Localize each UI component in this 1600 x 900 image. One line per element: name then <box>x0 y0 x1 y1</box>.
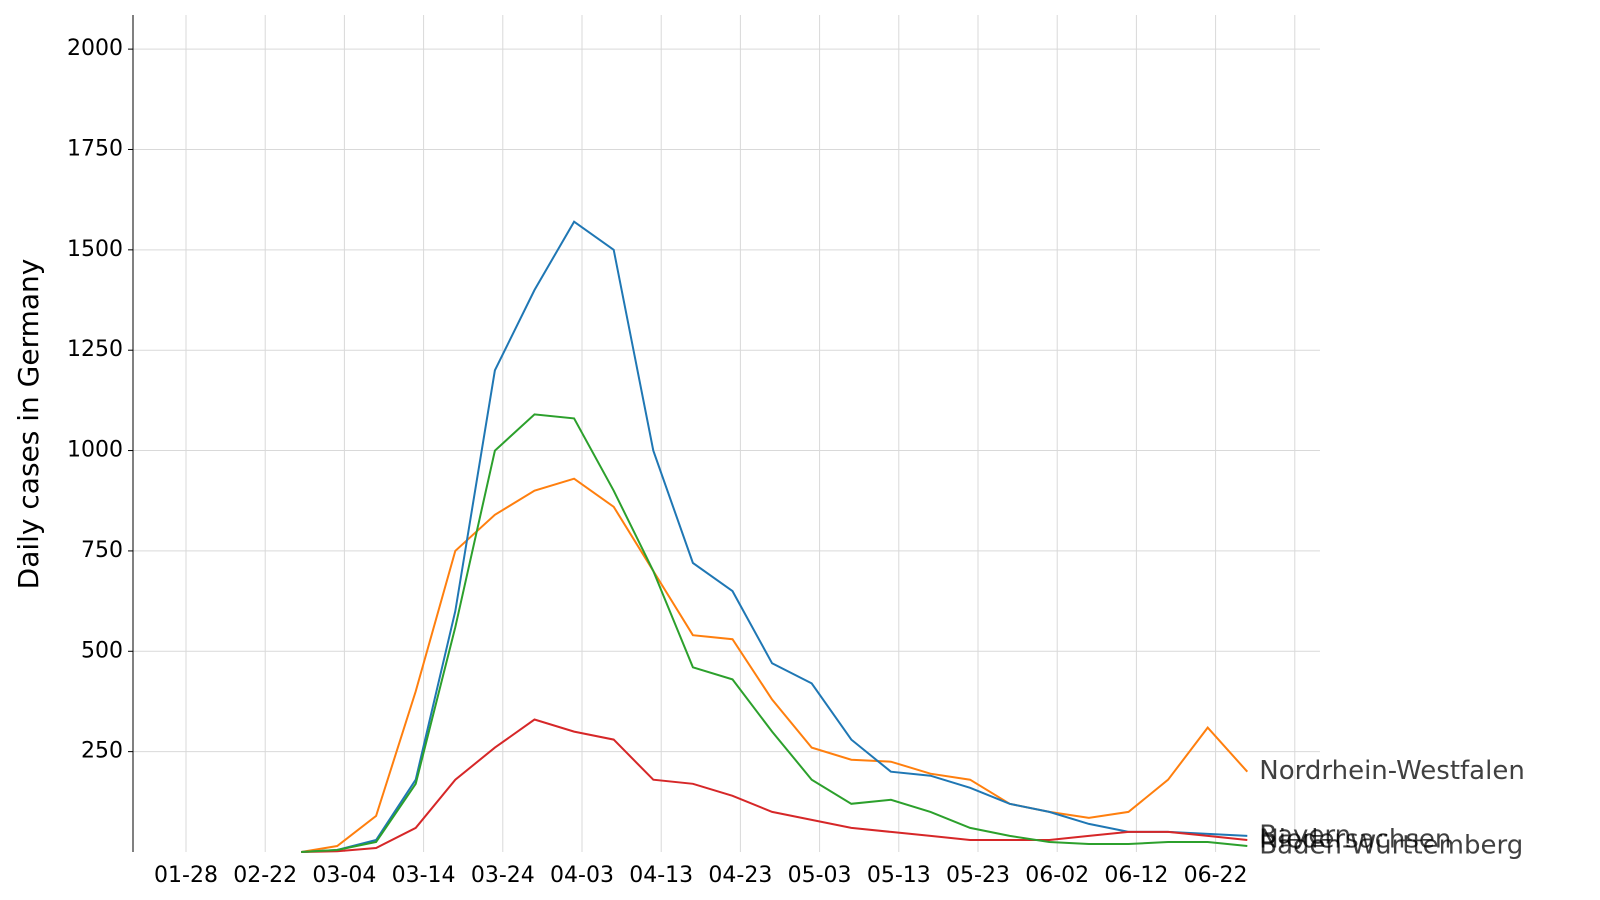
series-label: Nordrhein-Westfalen <box>1259 756 1525 786</box>
x-tick-label: 06-22 <box>1184 863 1248 888</box>
series-line <box>301 477 1249 853</box>
series-label: Bayern <box>1259 820 1351 850</box>
series-label: Baden-Württemberg <box>1259 830 1523 860</box>
y-tick-label: 2000 <box>67 36 123 61</box>
x-tick-label: 05-03 <box>788 863 852 888</box>
y-tick-label: 1000 <box>67 438 123 463</box>
x-tick-label: 05-13 <box>867 863 931 888</box>
x-tick-label: 03-14 <box>392 863 456 888</box>
series-line <box>301 718 1248 853</box>
y-tick-label: 250 <box>81 739 123 764</box>
y-tick-label: 1750 <box>67 136 123 161</box>
x-tick-label: 03-24 <box>471 863 535 888</box>
y-tick-label: 1250 <box>67 337 123 362</box>
series-label: Niedersachsen <box>1259 824 1451 854</box>
x-tick-label: 02-22 <box>233 863 297 888</box>
y-tick-label: 1500 <box>67 237 123 262</box>
y-tick-label: 500 <box>81 638 123 663</box>
series-line <box>301 220 1248 853</box>
x-tick-label: 06-12 <box>1104 863 1168 888</box>
x-tick-label: 04-23 <box>708 863 772 888</box>
x-tick-label: 04-03 <box>550 863 614 888</box>
x-tick-label: 05-23 <box>946 863 1010 888</box>
x-tick-label: 04-13 <box>629 863 693 888</box>
x-tick-label: 03-04 <box>312 863 376 888</box>
series-line <box>301 413 1248 853</box>
y-tick-label: 750 <box>81 538 123 563</box>
x-tick-label: 01-28 <box>154 863 218 888</box>
x-tick-label: 06-02 <box>1025 863 1089 888</box>
y-axis-label: Daily cases in Germany <box>12 259 45 590</box>
